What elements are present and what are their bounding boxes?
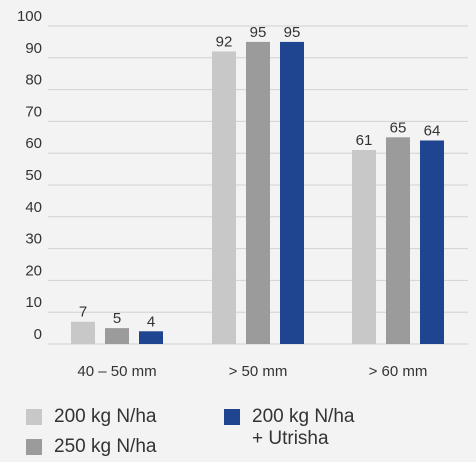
bar-series-1-cat-3: [352, 150, 376, 344]
y-tick-label-80: 80: [25, 72, 42, 89]
data-label-series-3-cat-2: 95: [284, 24, 301, 41]
data-label-series-1-cat-1: 7: [79, 304, 87, 321]
bar-series-2-cat-3: [386, 137, 410, 344]
bar-series-2-cat-1: [105, 328, 129, 344]
y-axis-ticks: 0 10 20 30 40 50 60 70 80 90 100: [17, 8, 42, 343]
bar-series-3-cat-2: [280, 41, 304, 345]
y-tick-label-70: 70: [25, 103, 42, 120]
data-label-series-1-cat-3: 61: [356, 132, 373, 149]
data-label-series-3-cat-1: 4: [147, 313, 155, 330]
data-label-series-3-cat-3: 64: [424, 122, 441, 139]
data-label-series-2-cat-1: 5: [113, 310, 121, 327]
bar-chart: 0 10 20 30 40 50 60 70 80 90 100 7 5 4 92 95 95 61 65 64 4…: [17, 8, 468, 380]
bar-series-2-cat-2: [246, 41, 270, 345]
bar-series-1-cat-2: [212, 51, 236, 344]
data-label-series-2-cat-2: 95: [250, 24, 267, 41]
bar-series-3-cat-3: [420, 140, 444, 344]
x-tick-label-2: > 50 mm: [229, 363, 288, 380]
legend-item-series-2: 250 kg N/ha: [26, 436, 156, 458]
legend-label-series-3-line-2: + Utrisha: [252, 428, 329, 449]
legend-swatch-series-2: [26, 439, 42, 455]
data-label-series-2-cat-3: 65: [390, 119, 407, 136]
legend-label-series-1: 200 kg N/ha: [54, 406, 157, 427]
y-tick-label-0: 0: [34, 326, 42, 343]
y-tick-label-20: 20: [25, 262, 42, 279]
y-tick-label-40: 40: [25, 199, 42, 216]
y-tick-label-100: 100: [17, 8, 42, 25]
legend: 200 kg N/ha 250 kg N/ha 200 kg N/ha + Ut…: [26, 406, 466, 462]
data-label-series-1-cat-2: 92: [216, 33, 233, 50]
legend-label-series-2: 250 kg N/ha: [54, 436, 157, 457]
bar-series-3-cat-1: [139, 331, 163, 344]
legend-item-series-3: 200 kg N/ha + Utrisha: [224, 406, 354, 450]
y-tick-label-90: 90: [25, 40, 42, 57]
y-tick-label-10: 10: [25, 294, 42, 311]
bars: [71, 41, 444, 345]
legend-swatch-series-3: [224, 409, 240, 425]
legend-swatch-series-1: [26, 409, 42, 425]
x-tick-label-3: > 60 mm: [369, 363, 428, 380]
x-axis-ticks: 40 – 50 mm > 50 mm > 60 mm: [77, 363, 427, 380]
y-tick-label-30: 30: [25, 231, 42, 248]
data-labels: 7 5 4 92 95 95 61 65 64: [79, 24, 441, 330]
y-tick-label-60: 60: [25, 135, 42, 152]
y-tick-label-50: 50: [25, 167, 42, 184]
x-tick-label-1: 40 – 50 mm: [77, 363, 156, 380]
legend-item-series-1: 200 kg N/ha: [26, 406, 156, 428]
bar-series-1-cat-1: [71, 321, 95, 344]
legend-label-series-3: 200 kg N/ha + Utrisha: [252, 406, 354, 450]
legend-label-series-3-line-1: 200 kg N/ha: [252, 406, 355, 427]
